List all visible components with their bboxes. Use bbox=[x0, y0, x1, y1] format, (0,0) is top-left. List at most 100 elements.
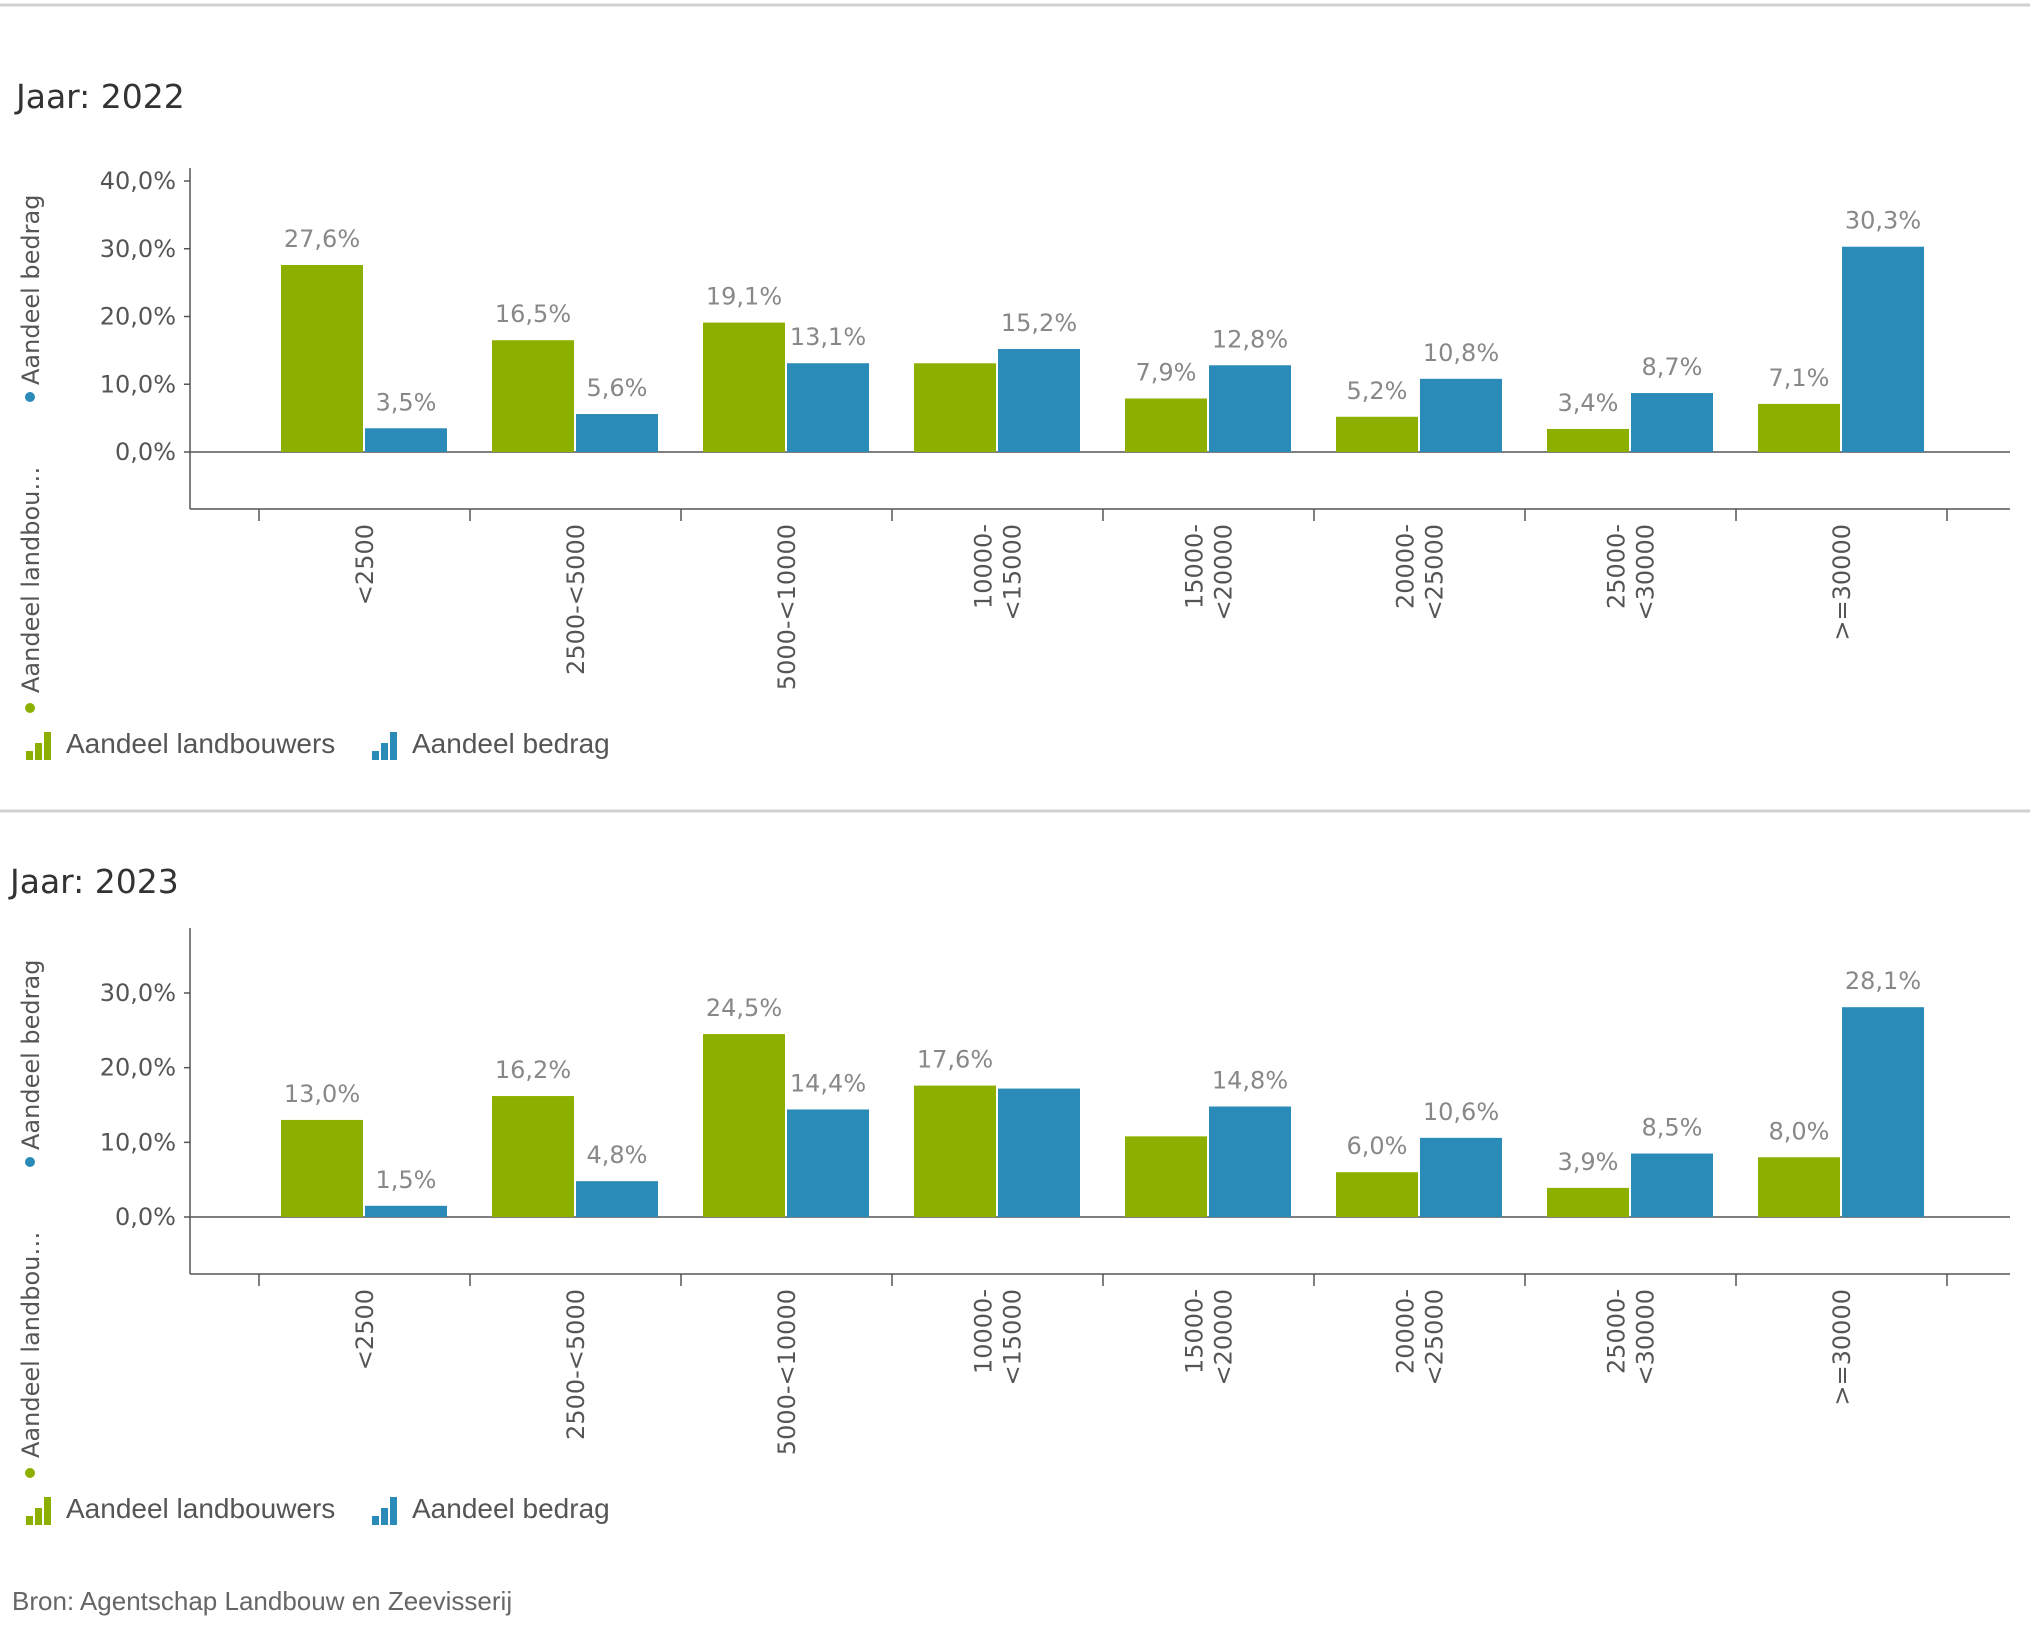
y-axis-title: Aandeel landbou… Aandeel bedrag bbox=[17, 960, 45, 1478]
bar-bedrag bbox=[787, 363, 869, 452]
category-label: <30000 bbox=[1632, 1289, 1660, 1385]
category-label: 20000- bbox=[1392, 524, 1420, 609]
y-tick-label: 40,0% bbox=[100, 167, 176, 195]
data-label: 3,9% bbox=[1558, 1148, 1619, 1176]
category-label: <25000 bbox=[1421, 524, 1449, 620]
bar-chart-icon-bar bbox=[372, 1516, 379, 1525]
data-label: 28,1% bbox=[1845, 967, 1921, 995]
bar-chart-icon-bar bbox=[35, 1508, 42, 1525]
legend-label-landbouwers: Aandeel landbouwers bbox=[66, 1493, 335, 1524]
y-title-series1: Aandeel landbou… bbox=[17, 467, 45, 693]
bar-landbouwers bbox=[1547, 428, 1629, 452]
legend-label-landbouwers: Aandeel landbouwers bbox=[66, 728, 335, 759]
legend-icon-landbouwers bbox=[26, 1497, 51, 1525]
category-label: 15000- bbox=[1181, 524, 1209, 609]
series-dot-bedrag bbox=[25, 392, 35, 402]
category-label: <25000 bbox=[1421, 1289, 1449, 1385]
category-label: <2500 bbox=[351, 1289, 379, 1370]
bar-bedrag bbox=[998, 349, 1080, 452]
bar-bedrag bbox=[998, 1088, 1080, 1217]
bar-bedrag bbox=[1420, 1137, 1502, 1217]
category-label: 5000-<10000 bbox=[773, 1289, 801, 1455]
data-label: 30,3% bbox=[1845, 207, 1921, 235]
category-label: 25000- bbox=[1603, 524, 1631, 609]
category-label: >=30000 bbox=[1828, 524, 1856, 641]
bar-bedrag bbox=[1631, 393, 1713, 452]
category-label: <15000 bbox=[999, 1289, 1027, 1385]
chart-panel-1: Jaar: 2022 0,0% 10,0% 20,0% 30,0% 40,0% 27,6% 3… bbox=[14, 77, 2010, 760]
data-label: 8,5% bbox=[1642, 1114, 1703, 1142]
category-label: 10000- bbox=[970, 1289, 998, 1374]
y-title-series2: Aandeel bedrag bbox=[17, 195, 45, 385]
data-label: 6,0% bbox=[1347, 1132, 1408, 1160]
bar-chart-icon-bar bbox=[381, 743, 388, 760]
legend-icon-bedrag bbox=[372, 732, 397, 760]
bar-landbouwers bbox=[703, 322, 785, 452]
category-label: <20000 bbox=[1210, 524, 1238, 620]
bar-chart-icon-bar bbox=[390, 1497, 397, 1525]
category-label: 10000- bbox=[970, 524, 998, 609]
chart-panel-2: Jaar: 2023 0,0% 10,0% 20,0% 30,0% 13,0% 1,5% <2… bbox=[8, 862, 2010, 1525]
bar-chart-icon-bar bbox=[26, 1516, 33, 1525]
bar-chart-icon-bar bbox=[390, 732, 397, 760]
bar-landbouwers bbox=[914, 1085, 996, 1217]
bar-landbouwers bbox=[1125, 398, 1207, 452]
category-label: <20000 bbox=[1210, 1289, 1238, 1385]
chart-title: Jaar: 2022 bbox=[14, 77, 185, 116]
data-label: 10,8% bbox=[1423, 339, 1499, 367]
legend-label-bedrag: Aandeel bedrag bbox=[412, 728, 610, 759]
bar-chart-icon-bar bbox=[372, 751, 379, 760]
bar-chart-icon-bar bbox=[44, 732, 51, 760]
data-label: 24,5% bbox=[706, 994, 782, 1022]
y-tick-label: 30,0% bbox=[100, 235, 176, 263]
bar-landbouwers bbox=[1547, 1187, 1629, 1217]
data-label: 5,6% bbox=[587, 374, 648, 402]
data-label: 1,5% bbox=[376, 1166, 437, 1194]
category-label: 2500-<5000 bbox=[562, 524, 590, 675]
data-label: 3,5% bbox=[376, 388, 437, 416]
y-axis-title: Aandeel landbou… Aandeel bedrag bbox=[17, 195, 45, 713]
data-label: 17,6% bbox=[917, 1046, 993, 1074]
bar-chart-icon-bar bbox=[26, 751, 33, 760]
bar-landbouwers bbox=[914, 363, 996, 452]
data-label: 8,7% bbox=[1642, 353, 1703, 381]
bar-bedrag bbox=[1209, 1106, 1291, 1217]
series-dot-bedrag bbox=[25, 1157, 35, 1167]
bar-bedrag bbox=[1842, 246, 1924, 452]
y-tick-label: 10,0% bbox=[100, 1128, 176, 1156]
legend: Aandeel landbouwers Aandeel bedrag bbox=[26, 1493, 610, 1525]
category-label: 2500-<5000 bbox=[562, 1289, 590, 1440]
bar-bedrag bbox=[576, 414, 658, 452]
data-label: 3,4% bbox=[1558, 389, 1619, 417]
data-label: 16,2% bbox=[495, 1056, 571, 1084]
category-label: 15000- bbox=[1181, 1289, 1209, 1374]
bar-bedrag bbox=[1631, 1153, 1713, 1217]
bar-chart-icon-bar bbox=[35, 743, 42, 760]
series-dot-landbouwers bbox=[25, 703, 35, 713]
series-dot-landbouwers bbox=[25, 1468, 35, 1478]
data-label: 4,8% bbox=[587, 1141, 648, 1169]
data-label: 7,9% bbox=[1136, 358, 1197, 386]
data-label: 16,5% bbox=[495, 300, 571, 328]
source-note: Bron: Agentschap Landbouw en Zeevisserij bbox=[12, 1586, 512, 1616]
y-title-series2: Aandeel bedrag bbox=[17, 960, 45, 1150]
y-tick-label: 30,0% bbox=[100, 979, 176, 1007]
data-label: 27,6% bbox=[284, 225, 360, 253]
data-label: 10,6% bbox=[1423, 1098, 1499, 1126]
chart-title: Jaar: 2023 bbox=[8, 862, 179, 901]
y-title-series1: Aandeel landbou… bbox=[17, 1232, 45, 1458]
data-label: 19,1% bbox=[706, 283, 782, 311]
bar-bedrag bbox=[1209, 365, 1291, 452]
bar-landbouwers bbox=[703, 1034, 785, 1217]
category-label: >=30000 bbox=[1828, 1289, 1856, 1406]
bar-bedrag bbox=[365, 428, 447, 452]
bar-landbouwers bbox=[281, 265, 363, 452]
data-label: 14,8% bbox=[1212, 1066, 1288, 1094]
data-label: 13,0% bbox=[284, 1080, 360, 1108]
data-label: 12,8% bbox=[1212, 325, 1288, 353]
category-label: <30000 bbox=[1632, 524, 1660, 620]
bar-landbouwers bbox=[1758, 1157, 1840, 1217]
y-tick-label: 10,0% bbox=[100, 370, 176, 398]
data-label: 8,0% bbox=[1769, 1117, 1830, 1145]
